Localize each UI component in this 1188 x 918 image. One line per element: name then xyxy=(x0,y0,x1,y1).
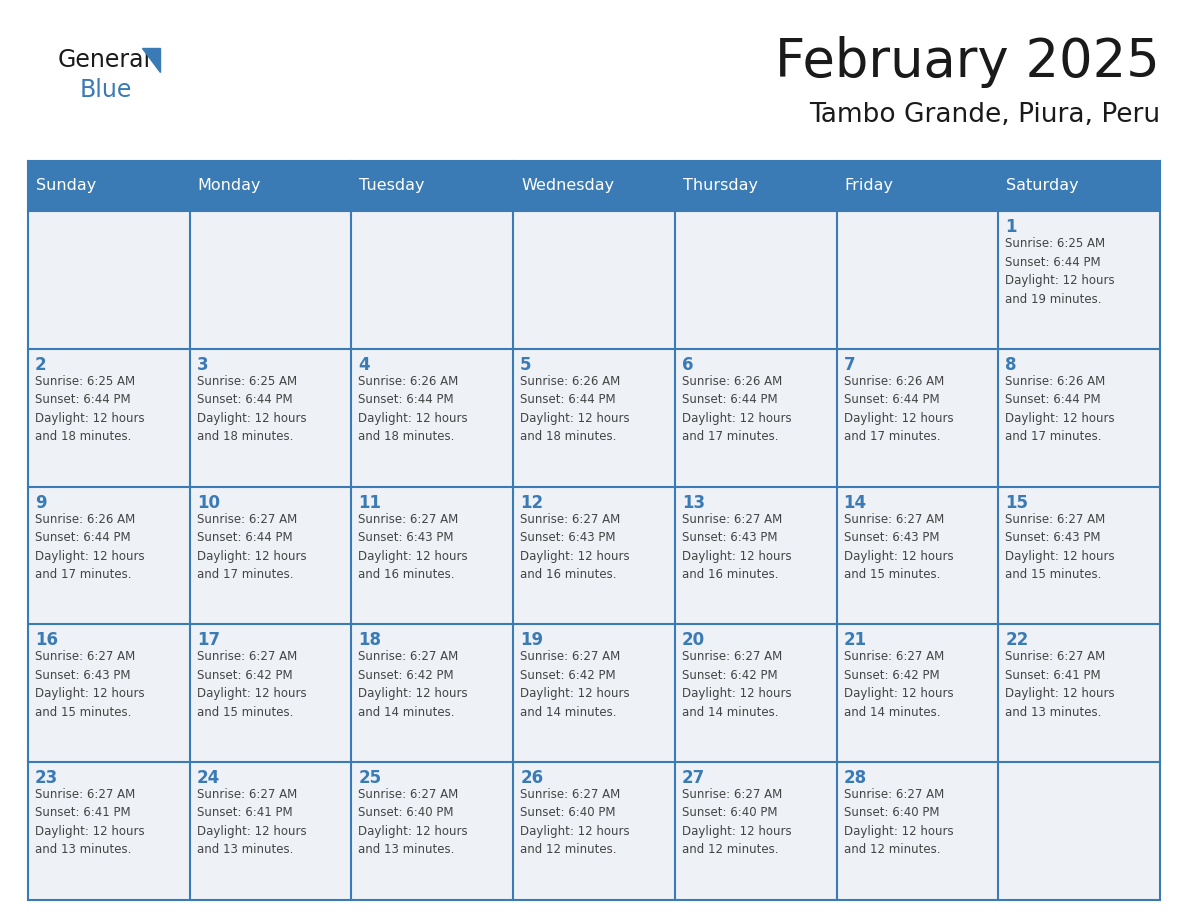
Text: Friday: Friday xyxy=(845,178,893,194)
Text: Sunrise: 6:27 AM
Sunset: 6:43 PM
Daylight: 12 hours
and 15 minutes.: Sunrise: 6:27 AM Sunset: 6:43 PM Dayligh… xyxy=(1005,512,1114,581)
Text: Sunrise: 6:27 AM
Sunset: 6:41 PM
Daylight: 12 hours
and 13 minutes.: Sunrise: 6:27 AM Sunset: 6:41 PM Dayligh… xyxy=(197,788,307,856)
Bar xyxy=(29,762,1159,900)
Text: 25: 25 xyxy=(359,769,381,787)
Text: Sunrise: 6:27 AM
Sunset: 6:42 PM
Daylight: 12 hours
and 15 minutes.: Sunrise: 6:27 AM Sunset: 6:42 PM Dayligh… xyxy=(197,650,307,719)
Text: 19: 19 xyxy=(520,632,543,649)
Text: Tambo Grande, Piura, Peru: Tambo Grande, Piura, Peru xyxy=(809,102,1159,128)
Text: Sunrise: 6:25 AM
Sunset: 6:44 PM
Daylight: 12 hours
and 19 minutes.: Sunrise: 6:25 AM Sunset: 6:44 PM Dayligh… xyxy=(1005,237,1114,306)
Bar xyxy=(29,349,1159,487)
Text: Wednesday: Wednesday xyxy=(522,178,614,194)
Text: 17: 17 xyxy=(197,632,220,649)
Text: 15: 15 xyxy=(1005,494,1029,511)
Text: 10: 10 xyxy=(197,494,220,511)
Text: 8: 8 xyxy=(1005,356,1017,374)
Text: Sunrise: 6:27 AM
Sunset: 6:42 PM
Daylight: 12 hours
and 14 minutes.: Sunrise: 6:27 AM Sunset: 6:42 PM Dayligh… xyxy=(520,650,630,719)
Text: 3: 3 xyxy=(197,356,208,374)
Text: 5: 5 xyxy=(520,356,532,374)
Text: Sunrise: 6:26 AM
Sunset: 6:44 PM
Daylight: 12 hours
and 17 minutes.: Sunrise: 6:26 AM Sunset: 6:44 PM Dayligh… xyxy=(1005,375,1114,443)
Text: 26: 26 xyxy=(520,769,543,787)
Text: Sunrise: 6:26 AM
Sunset: 6:44 PM
Daylight: 12 hours
and 17 minutes.: Sunrise: 6:26 AM Sunset: 6:44 PM Dayligh… xyxy=(843,375,953,443)
Text: Sunrise: 6:27 AM
Sunset: 6:40 PM
Daylight: 12 hours
and 12 minutes.: Sunrise: 6:27 AM Sunset: 6:40 PM Dayligh… xyxy=(520,788,630,856)
Text: Sunrise: 6:26 AM
Sunset: 6:44 PM
Daylight: 12 hours
and 17 minutes.: Sunrise: 6:26 AM Sunset: 6:44 PM Dayligh… xyxy=(34,512,145,581)
Text: 7: 7 xyxy=(843,356,855,374)
Text: Sunrise: 6:27 AM
Sunset: 6:43 PM
Daylight: 12 hours
and 16 minutes.: Sunrise: 6:27 AM Sunset: 6:43 PM Dayligh… xyxy=(682,512,791,581)
Text: Thursday: Thursday xyxy=(683,178,758,194)
Text: Sunrise: 6:25 AM
Sunset: 6:44 PM
Daylight: 12 hours
and 18 minutes.: Sunrise: 6:25 AM Sunset: 6:44 PM Dayligh… xyxy=(197,375,307,443)
Text: 24: 24 xyxy=(197,769,220,787)
Text: 11: 11 xyxy=(359,494,381,511)
Text: 12: 12 xyxy=(520,494,543,511)
Text: Sunrise: 6:27 AM
Sunset: 6:41 PM
Daylight: 12 hours
and 13 minutes.: Sunrise: 6:27 AM Sunset: 6:41 PM Dayligh… xyxy=(1005,650,1114,719)
Bar xyxy=(29,487,1159,624)
Text: Monday: Monday xyxy=(197,178,261,194)
Text: 18: 18 xyxy=(359,632,381,649)
Text: Sunrise: 6:25 AM
Sunset: 6:44 PM
Daylight: 12 hours
and 18 minutes.: Sunrise: 6:25 AM Sunset: 6:44 PM Dayligh… xyxy=(34,375,145,443)
Text: 1: 1 xyxy=(1005,218,1017,236)
Text: Sunrise: 6:27 AM
Sunset: 6:40 PM
Daylight: 12 hours
and 13 minutes.: Sunrise: 6:27 AM Sunset: 6:40 PM Dayligh… xyxy=(359,788,468,856)
Text: Sunrise: 6:27 AM
Sunset: 6:43 PM
Daylight: 12 hours
and 16 minutes.: Sunrise: 6:27 AM Sunset: 6:43 PM Dayligh… xyxy=(359,512,468,581)
Text: Blue: Blue xyxy=(80,78,132,102)
Text: Sunrise: 6:27 AM
Sunset: 6:43 PM
Daylight: 12 hours
and 15 minutes.: Sunrise: 6:27 AM Sunset: 6:43 PM Dayligh… xyxy=(843,512,953,581)
Bar xyxy=(29,624,1159,762)
Text: 22: 22 xyxy=(1005,632,1029,649)
Text: 28: 28 xyxy=(843,769,867,787)
Text: 16: 16 xyxy=(34,632,58,649)
Polygon shape xyxy=(143,48,160,72)
Text: 23: 23 xyxy=(34,769,58,787)
Bar xyxy=(29,161,1159,211)
Text: 9: 9 xyxy=(34,494,46,511)
Text: Sunday: Sunday xyxy=(36,178,96,194)
Text: 27: 27 xyxy=(682,769,706,787)
Text: Sunrise: 6:27 AM
Sunset: 6:40 PM
Daylight: 12 hours
and 12 minutes.: Sunrise: 6:27 AM Sunset: 6:40 PM Dayligh… xyxy=(843,788,953,856)
Text: Sunrise: 6:27 AM
Sunset: 6:40 PM
Daylight: 12 hours
and 12 minutes.: Sunrise: 6:27 AM Sunset: 6:40 PM Dayligh… xyxy=(682,788,791,856)
Text: 21: 21 xyxy=(843,632,867,649)
Text: Sunrise: 6:27 AM
Sunset: 6:43 PM
Daylight: 12 hours
and 15 minutes.: Sunrise: 6:27 AM Sunset: 6:43 PM Dayligh… xyxy=(34,650,145,719)
Text: 14: 14 xyxy=(843,494,867,511)
Text: Sunrise: 6:26 AM
Sunset: 6:44 PM
Daylight: 12 hours
and 17 minutes.: Sunrise: 6:26 AM Sunset: 6:44 PM Dayligh… xyxy=(682,375,791,443)
Text: 2: 2 xyxy=(34,356,46,374)
Text: 6: 6 xyxy=(682,356,694,374)
Text: 4: 4 xyxy=(359,356,369,374)
Text: 20: 20 xyxy=(682,632,704,649)
Text: Sunrise: 6:27 AM
Sunset: 6:42 PM
Daylight: 12 hours
and 14 minutes.: Sunrise: 6:27 AM Sunset: 6:42 PM Dayligh… xyxy=(359,650,468,719)
Text: Sunrise: 6:27 AM
Sunset: 6:41 PM
Daylight: 12 hours
and 13 minutes.: Sunrise: 6:27 AM Sunset: 6:41 PM Dayligh… xyxy=(34,788,145,856)
Text: February 2025: February 2025 xyxy=(776,36,1159,88)
Bar xyxy=(29,211,1159,349)
Text: 13: 13 xyxy=(682,494,704,511)
Text: Sunrise: 6:26 AM
Sunset: 6:44 PM
Daylight: 12 hours
and 18 minutes.: Sunrise: 6:26 AM Sunset: 6:44 PM Dayligh… xyxy=(520,375,630,443)
Text: Sunrise: 6:27 AM
Sunset: 6:43 PM
Daylight: 12 hours
and 16 minutes.: Sunrise: 6:27 AM Sunset: 6:43 PM Dayligh… xyxy=(520,512,630,581)
Text: Sunrise: 6:26 AM
Sunset: 6:44 PM
Daylight: 12 hours
and 18 minutes.: Sunrise: 6:26 AM Sunset: 6:44 PM Dayligh… xyxy=(359,375,468,443)
Text: General: General xyxy=(58,48,151,72)
Text: Sunrise: 6:27 AM
Sunset: 6:42 PM
Daylight: 12 hours
and 14 minutes.: Sunrise: 6:27 AM Sunset: 6:42 PM Dayligh… xyxy=(682,650,791,719)
Text: Sunrise: 6:27 AM
Sunset: 6:44 PM
Daylight: 12 hours
and 17 minutes.: Sunrise: 6:27 AM Sunset: 6:44 PM Dayligh… xyxy=(197,512,307,581)
Text: Sunrise: 6:27 AM
Sunset: 6:42 PM
Daylight: 12 hours
and 14 minutes.: Sunrise: 6:27 AM Sunset: 6:42 PM Dayligh… xyxy=(843,650,953,719)
Text: Saturday: Saturday xyxy=(1006,178,1079,194)
Text: Tuesday: Tuesday xyxy=(360,178,425,194)
